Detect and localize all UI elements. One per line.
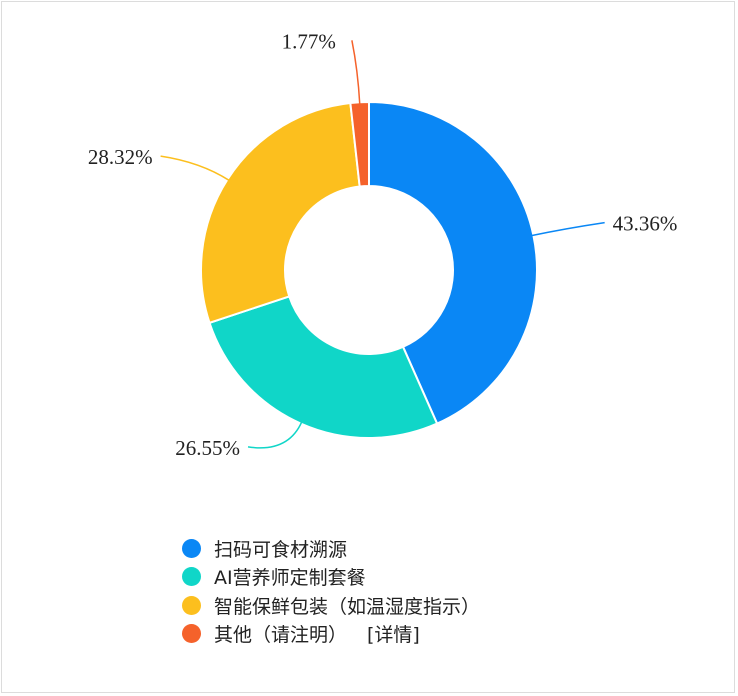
legend: 扫码可食材溯源 AI营养师定制套餐 智能保鲜包装（如温湿度指示） 其他（请注明）… — [182, 534, 480, 648]
slice-ai-nutritionist[interactable] — [208, 295, 439, 439]
leader-line-smart-packaging — [160, 155, 230, 182]
leader-line-ai-nutritionist — [247, 421, 303, 449]
legend-label-other: 其他（请注明） — [214, 624, 348, 647]
legend-dot-smart-packaging — [182, 595, 201, 615]
value-label-smart-packaging: 28.32% — [88, 145, 153, 169]
legend-dot-other — [182, 624, 201, 644]
legend-item-other[interactable]: 其他（请注明） [详情] — [182, 620, 480, 649]
slice-smart-packaging[interactable] — [200, 101, 361, 325]
leader-line-trace — [531, 221, 605, 237]
legend-label-smart-packaging: 智能保鲜包装（如温湿度指示） — [214, 595, 481, 618]
leader-line-other — [351, 40, 361, 105]
slice-trace[interactable] — [368, 100, 538, 425]
legend-label-trace: 扫码可食材溯源 — [214, 538, 348, 561]
value-label-ai-nutritionist: 26.55% — [175, 436, 240, 460]
slice-other[interactable] — [349, 100, 370, 188]
details-link[interactable]: [详情] — [367, 624, 420, 647]
value-label-trace: 43.36% — [613, 212, 678, 236]
legend-label-ai-nutritionist: AI营养师定制套餐 — [214, 567, 366, 590]
legend-item-smart-packaging[interactable]: 智能保鲜包装（如温湿度指示） — [182, 591, 480, 620]
value-label-other: 1.77% — [282, 29, 336, 53]
legend-item-trace[interactable]: 扫码可食材溯源 — [182, 534, 480, 563]
legend-dot-trace — [182, 538, 201, 558]
legend-dot-ai-nutritionist — [182, 567, 201, 587]
legend-item-ai-nutritionist[interactable]: AI营养师定制套餐 — [182, 563, 480, 592]
